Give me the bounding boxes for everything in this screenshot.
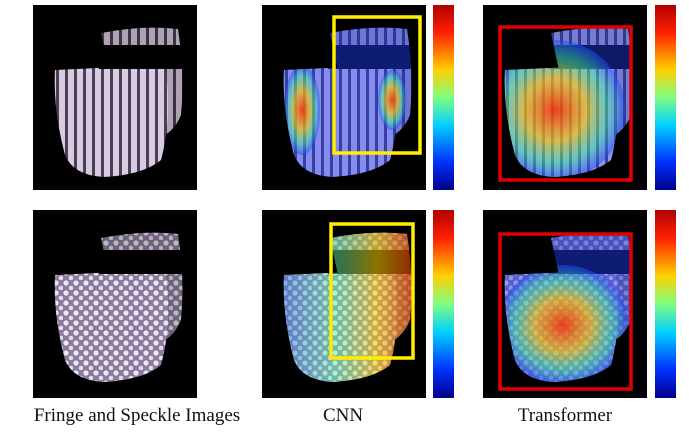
colorbar xyxy=(655,210,676,398)
speckle-image xyxy=(33,210,197,398)
caption: Fringe and Speckle Images xyxy=(34,405,240,426)
colorbar xyxy=(655,5,676,190)
fringe-image xyxy=(33,5,197,190)
cnn-fringe xyxy=(262,5,426,190)
colorbar xyxy=(433,210,454,398)
caption: CNN xyxy=(323,405,363,426)
colorbar xyxy=(433,5,454,190)
caption: Transformer xyxy=(518,405,613,426)
transformer-speckle xyxy=(483,210,647,398)
transformer-fringe xyxy=(483,5,647,190)
cnn-speckle xyxy=(262,210,426,398)
page: Fringe and Speckle Images CNN Transforme… xyxy=(0,0,689,432)
figure: Fringe and Speckle Images CNN Transforme… xyxy=(0,0,689,432)
